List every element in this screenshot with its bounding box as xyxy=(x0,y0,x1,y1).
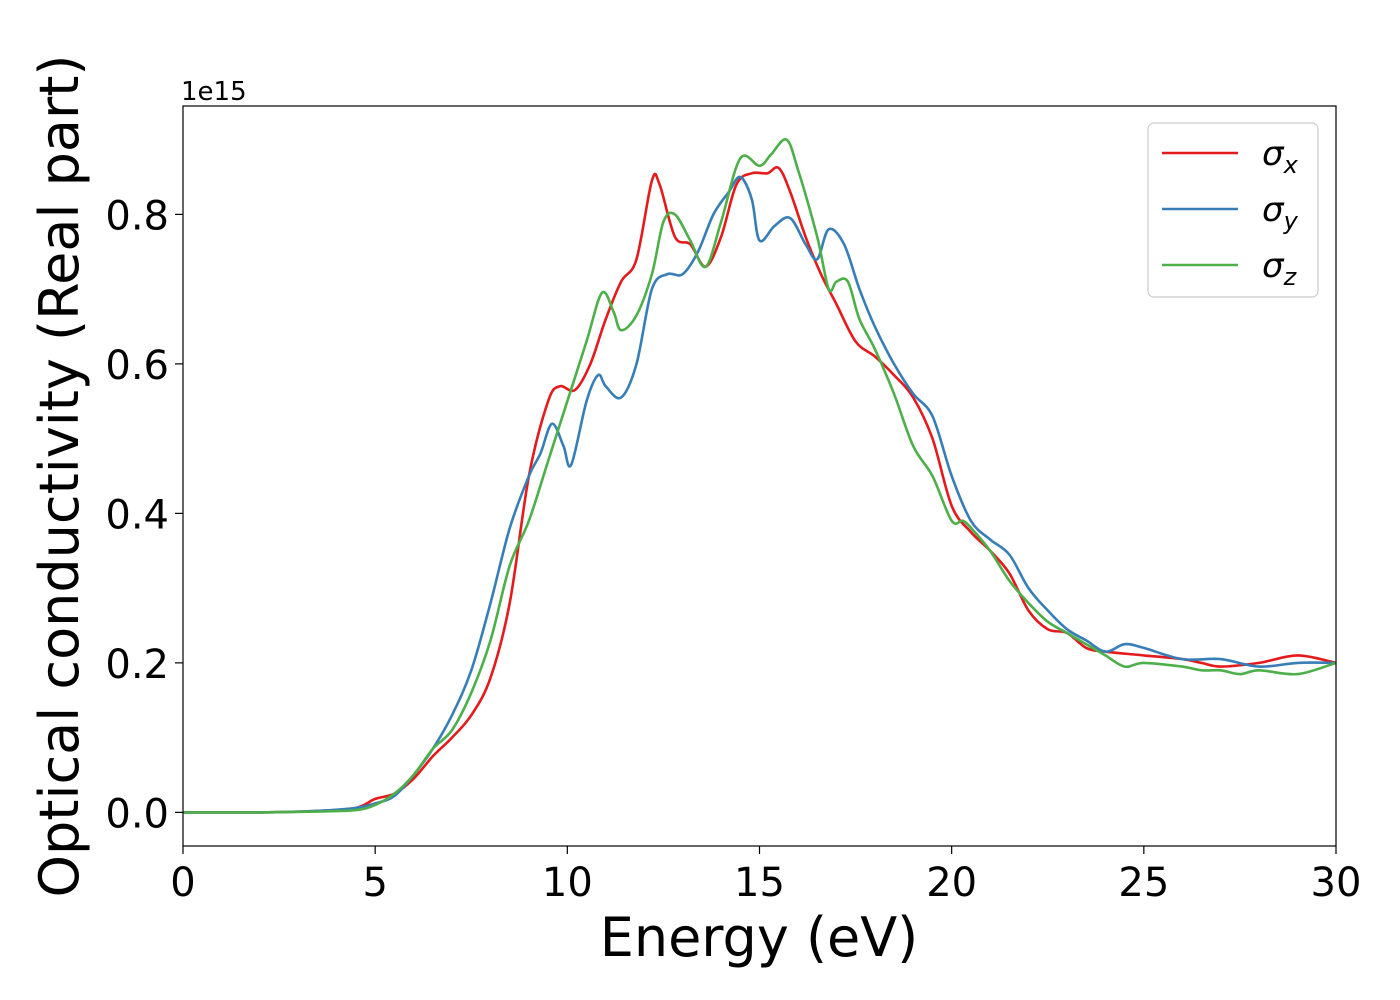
plot-background xyxy=(183,106,1336,846)
y-tick-label: 0.4 xyxy=(105,492,169,538)
x-axis-ticks: 0 5 10 15 20 25 30 xyxy=(170,846,1361,906)
legend-label-y: σy xyxy=(1262,190,1299,235)
x-axis-label: Energy (eV) xyxy=(600,906,919,969)
x-tick-label: 30 xyxy=(1311,860,1362,906)
x-tick-label: 15 xyxy=(734,860,785,906)
series-lines xyxy=(182,138,1337,814)
legend: σx σy σz xyxy=(1147,122,1319,298)
y-tick-label: 0.2 xyxy=(105,642,169,688)
legend-label-x: σx xyxy=(1262,134,1299,179)
y-offset-text: 1e15 xyxy=(181,77,247,107)
y-axis-ticks: 0.0 0.2 0.4 0.6 0.8 xyxy=(105,193,183,837)
x-tick-label: 10 xyxy=(542,860,593,906)
x-tick-label: 20 xyxy=(926,860,977,906)
y-tick-label: 0.8 xyxy=(105,193,169,239)
y-axis-label: Optical conductivity (Real part) xyxy=(28,55,91,898)
y-tick-label: 0.0 xyxy=(105,791,169,837)
series-line-z xyxy=(182,138,1337,814)
series-line-y xyxy=(182,175,1337,814)
legend-label-z: σz xyxy=(1262,246,1298,291)
x-tick-label: 25 xyxy=(1118,860,1169,906)
y-tick-label: 0.6 xyxy=(105,343,169,389)
x-tick-label: 5 xyxy=(362,860,387,906)
x-tick-label: 0 xyxy=(170,860,195,906)
